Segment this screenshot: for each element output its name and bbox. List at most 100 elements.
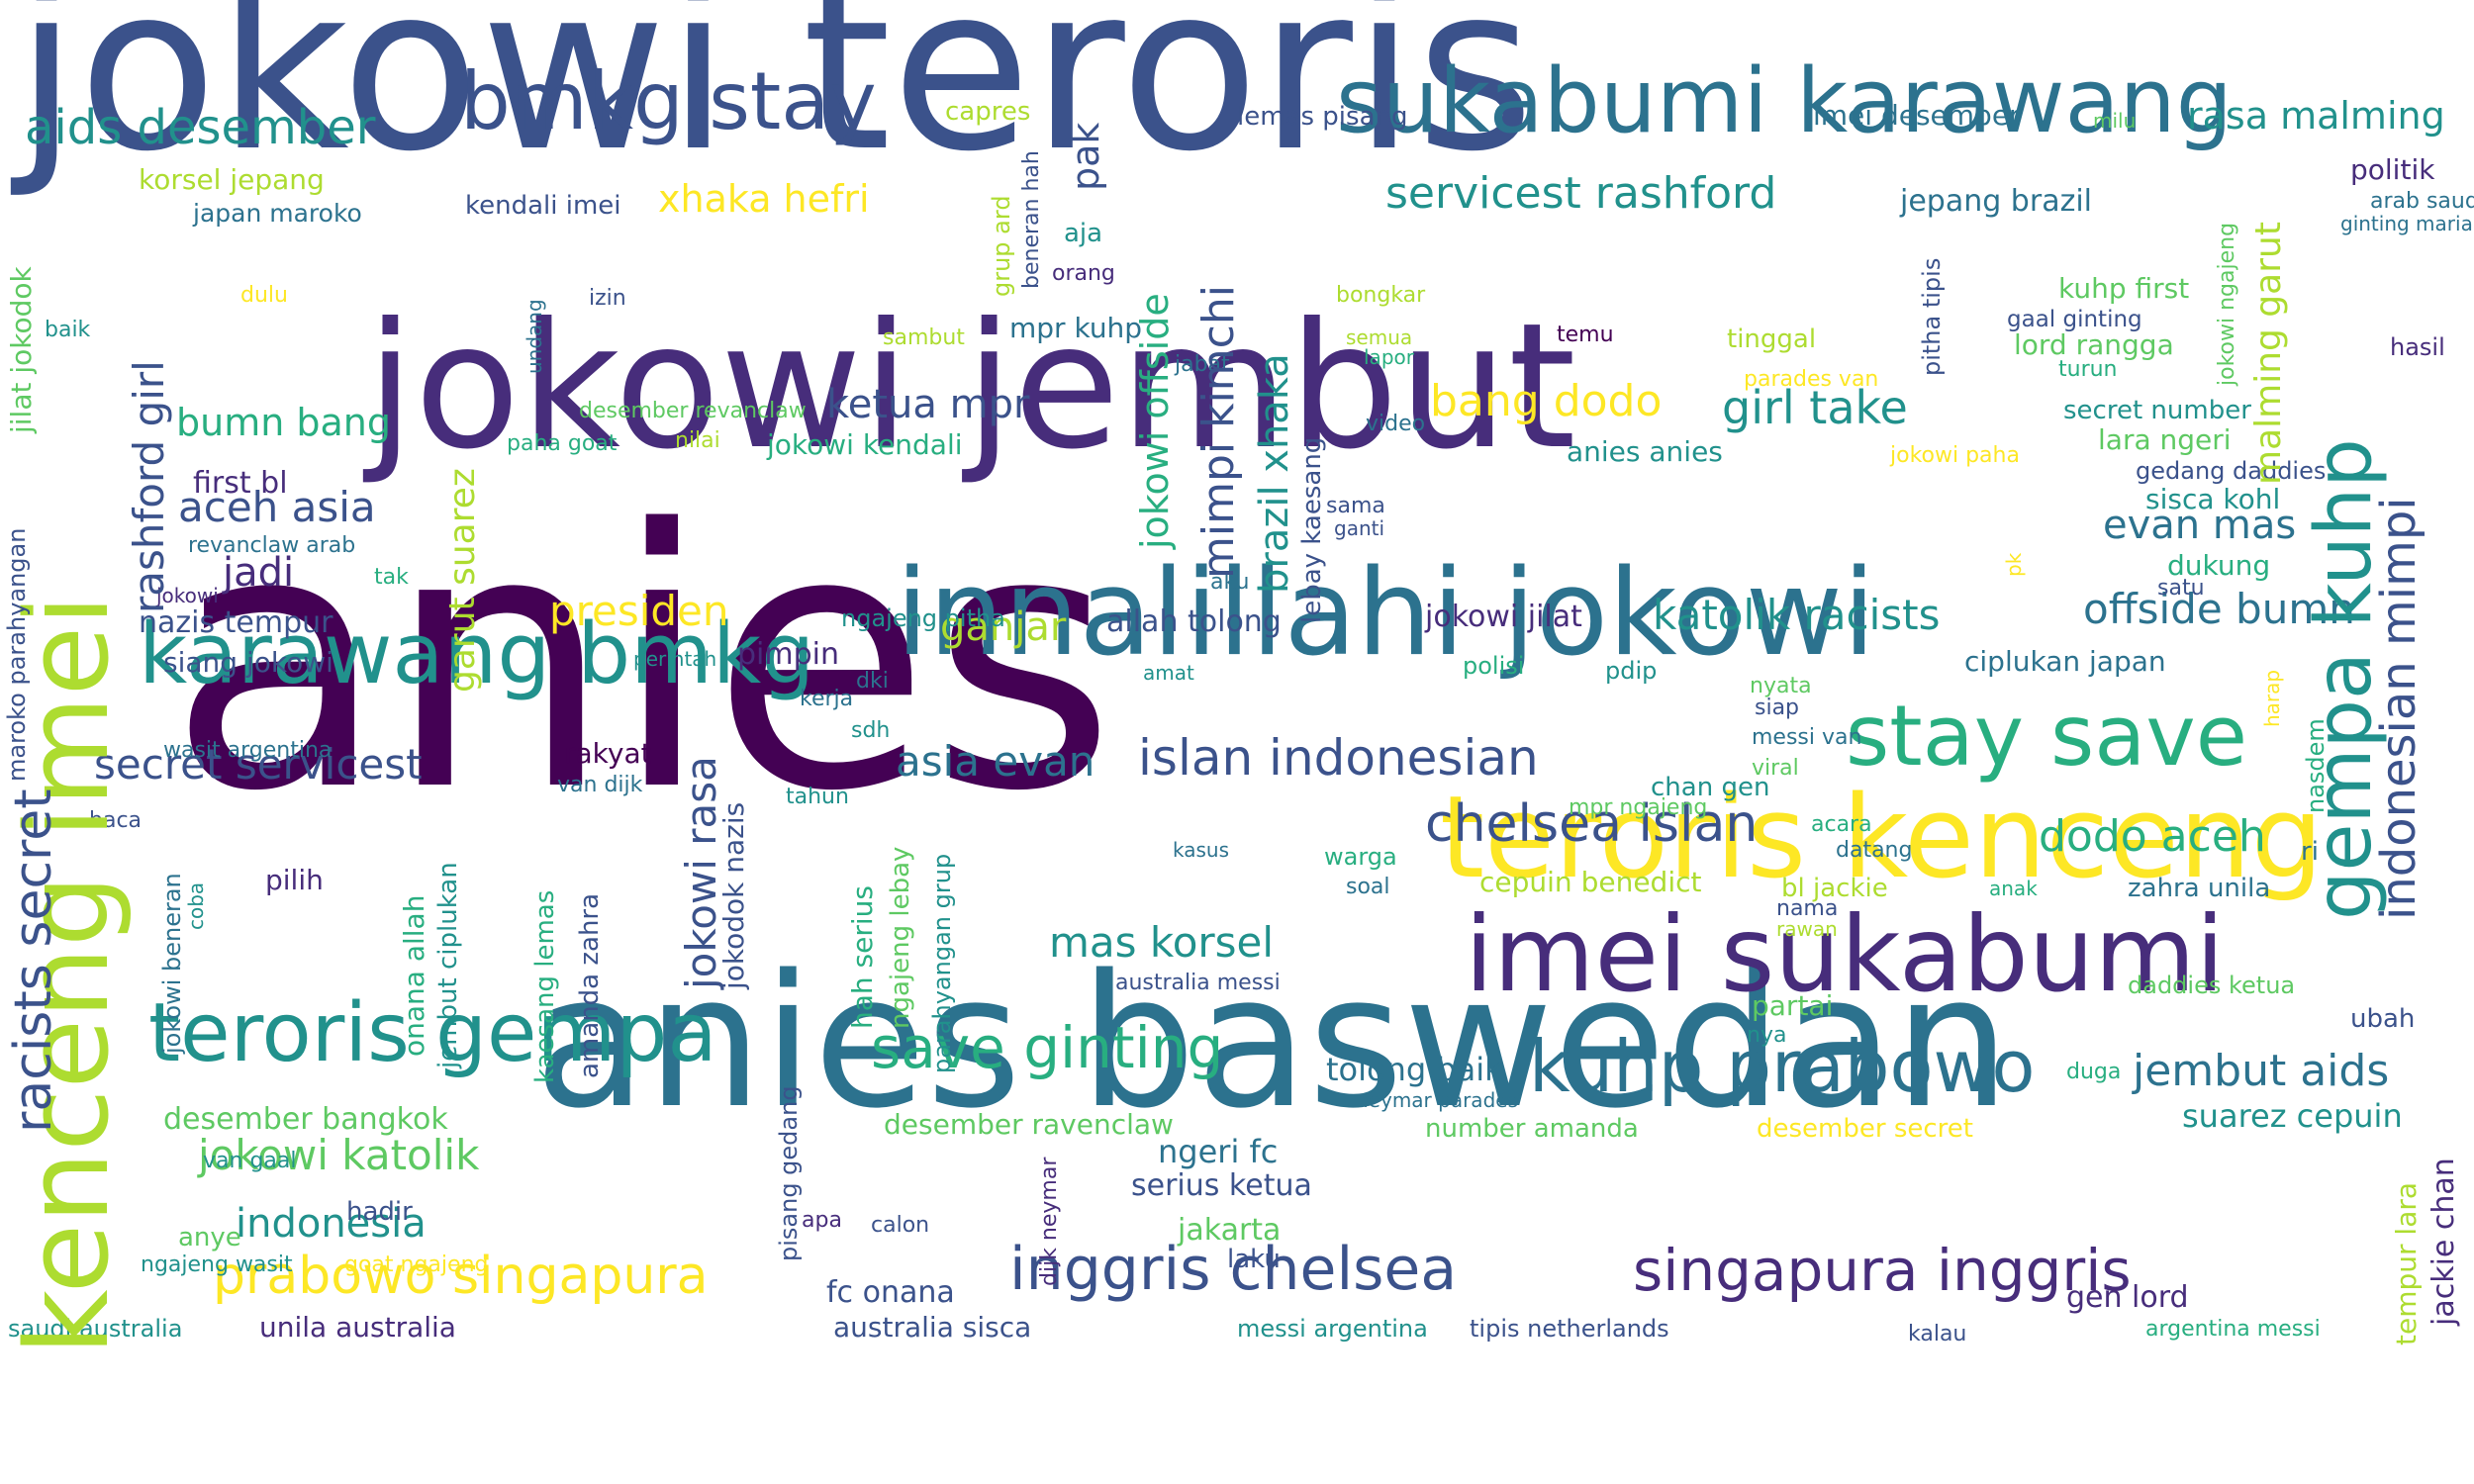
- word-jokowi-jilat: jokowi jilat: [1425, 599, 1582, 634]
- word-milu: milu: [2093, 109, 2137, 134]
- word-amanda-zahra: amanda zahra: [575, 892, 605, 1078]
- word-jembut-aids: jembut aids: [2133, 1045, 2390, 1096]
- word-maroko-parahyangan: maroko parahyangan: [3, 527, 31, 782]
- word-mpr-kuhp: mpr kuhp: [1009, 312, 1143, 345]
- word-kalau: kalau: [1908, 1321, 1967, 1346]
- word-secret-servicest: secret servicest: [94, 740, 423, 789]
- word-sisca-kohl: sisca kohl: [2145, 483, 2281, 516]
- word-kasus: kasus: [1173, 838, 1230, 863]
- word-messi-argentina: messi argentina: [1237, 1315, 1428, 1344]
- word-turun: turun: [2058, 356, 2118, 382]
- word-jokodok-nazis: jokodok nazis: [717, 801, 750, 989]
- word-jepang-brazil: jepang brazil: [1900, 183, 2092, 219]
- word-daddies-ketua: daddies ketua: [2128, 972, 2296, 1000]
- word-mas-korsel: mas korsel: [1049, 918, 1275, 968]
- word-teroris-gempa: teroris gempa: [148, 986, 717, 1081]
- word-harap: harap: [2260, 669, 2284, 727]
- word-imei-desember: imei desember: [1813, 99, 2021, 133]
- word-sukabumi-karawang: sukabumi karawang: [1336, 48, 2233, 153]
- word-malming-garut: malming garut: [2248, 222, 2289, 485]
- word-nya: nya: [1747, 1022, 1787, 1048]
- word-ngeri-fc: ngeri fc: [1158, 1133, 1279, 1171]
- word-perintah: perintah: [633, 647, 717, 672]
- word-temu: temu: [1557, 322, 1614, 347]
- word-kerja: kerja: [800, 686, 854, 711]
- word-nasdem: nasdem: [2302, 718, 2330, 813]
- word-australia-messi: australia messi: [1115, 970, 1281, 995]
- word-warga: warga: [1324, 843, 1397, 872]
- word-pdip: pdip: [1605, 657, 1658, 686]
- word-rasa-malming: rasa malming: [2187, 94, 2445, 139]
- word-orang: orang: [1052, 260, 1115, 286]
- word-ubah: ubah: [2350, 1003, 2416, 1034]
- word-aja: aja: [1064, 218, 1103, 248]
- word-anies-anies: anies anies: [1567, 435, 1723, 469]
- word-nama: nama: [1776, 895, 1839, 921]
- word-kaesang-lemas: kaesang lemas: [530, 889, 560, 1083]
- word-video: video: [1366, 411, 1426, 436]
- word-aids-desember: aids desember: [25, 99, 376, 155]
- word-pilih: pilih: [265, 864, 324, 897]
- word-evan-mas: evan mas: [2103, 502, 2297, 548]
- word-jokowi-teroris: jokowi teroris: [15, 0, 1535, 202]
- word-parahyangan-grup: parahyangan grup: [928, 853, 956, 1073]
- word-tipis-netherlands: tipis netherlands: [1470, 1315, 1669, 1344]
- word-jokowi-rasa: jokowi rasa: [677, 756, 725, 989]
- word-van-dijk: van dijk: [557, 772, 643, 797]
- word-tempur-lara: tempur lara: [2390, 1181, 2423, 1345]
- word-australia-sisca: australia sisca: [833, 1311, 1032, 1345]
- word-asia-evan: asia evan: [896, 737, 1095, 787]
- word-izin: izin: [589, 285, 626, 311]
- word-bongkar: bongkar: [1336, 282, 1426, 308]
- word-baik: baik: [45, 317, 91, 342]
- word-rawan: rawan: [1776, 917, 1838, 942]
- word-coba: coba: [184, 881, 208, 930]
- word-mimpi-kimchi: mimpi kimchi: [1193, 285, 1244, 579]
- word-bumn-bang: bumn bang: [176, 401, 391, 445]
- word-lapor: lapor: [1364, 345, 1414, 370]
- word-anak: anak: [1989, 877, 2038, 901]
- word-offside-bumn: offside bumn: [2083, 585, 2355, 634]
- word-goat-ngajeng: goat ngajeng: [344, 1252, 489, 1277]
- word-baca: baca: [89, 807, 143, 833]
- word-pitha-tipis: pitha tipis: [1918, 257, 1946, 376]
- word-teroris-kenceng: teroris kenceng: [1440, 772, 2324, 905]
- word-tolong-baik: tolong baik: [1326, 1051, 1503, 1089]
- word-japan-maroko: japan maroko: [193, 198, 362, 228]
- word-gen-lord: gen lord: [2066, 1279, 2189, 1315]
- word-singapura-inggris: singapura inggris: [1633, 1236, 2132, 1304]
- word-laku: laku: [1227, 1244, 1281, 1274]
- word-ngajeng-pitha: ngajeng pitha: [841, 604, 1005, 633]
- word-saudi-australia: saudi australia: [8, 1315, 183, 1344]
- word-acara: acara: [1811, 811, 1872, 837]
- word-karawang-bmkg: karawang bmkg: [139, 604, 815, 703]
- word-jokowi-beneran: jokowi beneran: [158, 873, 186, 1054]
- word-aceh-asia: aceh asia: [178, 483, 376, 532]
- word-pk: pk: [2002, 552, 2026, 577]
- word-katolik-racists: katolik racists: [1653, 591, 1941, 640]
- word-jakarta: jakarta: [1178, 1212, 1282, 1248]
- word-chan-gen: chan gen: [1651, 772, 1770, 802]
- word-lebay-kaesang: lebay kaesang: [1297, 436, 1327, 623]
- word-jokowi-kendali: jokowi kendali: [767, 428, 963, 462]
- word-jembut-ciplukan: jembut ciplukan: [433, 862, 463, 1068]
- word-arab-saudi: arab saudi: [2370, 188, 2474, 214]
- word-beneran-hah: beneran hah: [1019, 150, 1044, 289]
- word-rashford-girl: rashford girl: [125, 360, 173, 613]
- word-lemas-pisang: lemas pisang: [1237, 101, 1408, 132]
- word-onana-allah: onana allah: [398, 894, 430, 1057]
- word-ginting-maria: ginting maria: [2340, 212, 2473, 236]
- word-jabat: jabat: [1175, 351, 1230, 377]
- word-nyata: nyata: [1750, 673, 1812, 698]
- word-lord-rangga: lord rangga: [2014, 328, 2174, 362]
- word-ganti: ganti: [1334, 516, 1385, 541]
- word-nazis-tempur: nazis tempur: [139, 604, 333, 640]
- word-siap: siap: [1755, 695, 1800, 720]
- word-dijk-neymar: dijk neymar: [1037, 1157, 1062, 1286]
- word-dki: dki: [856, 668, 889, 694]
- word-amat: amat: [1143, 661, 1194, 686]
- word-servicest-rashford: servicest rashford: [1385, 167, 1777, 219]
- word-gaal-ginting: gaal ginting: [2007, 307, 2142, 333]
- word-partai: partai: [1752, 989, 1834, 1023]
